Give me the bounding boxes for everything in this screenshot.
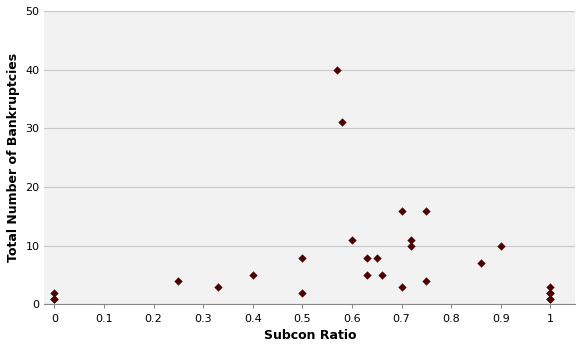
Point <box>397 208 406 213</box>
Point <box>545 296 555 302</box>
Point <box>297 255 307 260</box>
Point <box>248 272 257 278</box>
Point <box>407 237 416 243</box>
Point <box>362 272 371 278</box>
Point <box>476 261 485 266</box>
Point <box>372 255 381 260</box>
Point <box>332 67 342 73</box>
Point <box>377 272 386 278</box>
Y-axis label: Total Number of Bankruptcies: Total Number of Bankruptcies <box>7 53 20 262</box>
Point <box>49 296 59 302</box>
Point <box>49 290 59 296</box>
Point <box>297 290 307 296</box>
Point <box>545 290 555 296</box>
Point <box>347 237 357 243</box>
Point <box>214 284 223 290</box>
Point <box>173 278 183 284</box>
Point <box>407 243 416 248</box>
Point <box>545 290 555 296</box>
Point <box>496 243 505 248</box>
Point <box>338 120 347 125</box>
Point <box>397 284 406 290</box>
Point <box>421 278 431 284</box>
Point <box>545 284 555 290</box>
Point <box>421 208 431 213</box>
X-axis label: Subcon Ratio: Subcon Ratio <box>264 329 356 342</box>
Point <box>545 296 555 302</box>
Point <box>49 296 59 302</box>
Point <box>362 255 371 260</box>
